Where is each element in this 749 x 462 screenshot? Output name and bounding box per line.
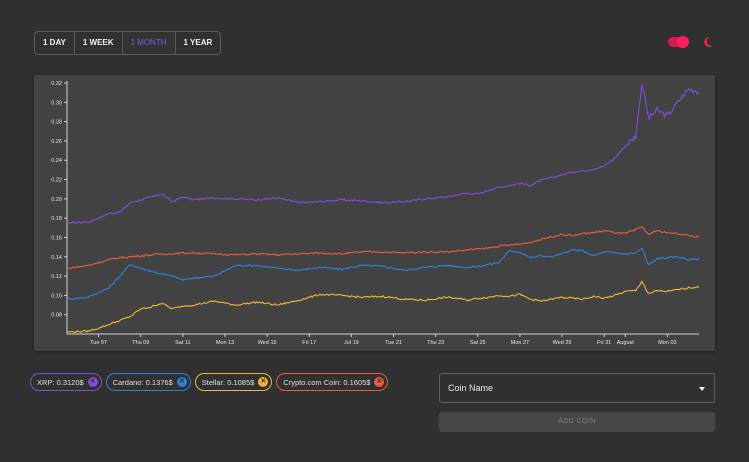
coin-chip-list: XRP: 0.3120$ ✕ Cardano: 0.1376$ ✕ Stella…: [30, 373, 392, 391]
series-line-crypto-com-coin: [66, 226, 700, 270]
coin-name-placeholder: Coin Name: [448, 383, 494, 393]
chart-panel: 0.32 0.30 0.28 0.26 0.24 0.22 0.20 0.18 0.16 0.14…: [34, 75, 715, 351]
coin-chip-label: Cardano: 0.1376$: [112, 377, 173, 387]
x-tick-label: Wed 29: [553, 340, 572, 346]
x-tick-label: Thu 09: [132, 340, 149, 346]
coin-chip-cardano: Cardano: 0.1376$ ✕: [105, 373, 191, 391]
x-tick-label: Tue 21: [385, 340, 402, 346]
range-1-week-button[interactable]: 1 WEEK: [75, 32, 123, 54]
x-tick-label: August: [617, 340, 635, 346]
remove-coin-icon[interactable]: ✕: [176, 377, 187, 387]
price-chart: 0.32 0.30 0.28 0.26 0.24 0.22 0.20 0.18 0.16 0.14…: [51, 81, 700, 346]
y-tick-label: 0.32: [51, 81, 62, 87]
remove-coin-icon[interactable]: ✕: [87, 377, 98, 387]
x-tick-label: Jul 19: [344, 340, 359, 346]
series-line-stellar: [66, 280, 700, 334]
x-tick-label: Mon 03: [658, 340, 676, 346]
coin-chip-stellar: Stellar: 0.1085$ ✕: [194, 373, 273, 391]
coin-chip-label: Stellar: 0.1085$: [201, 377, 255, 387]
coin-name-select[interactable]: Coin Name: [439, 373, 715, 403]
moon-icon[interactable]: [702, 36, 714, 48]
x-tick-label: Thu 23: [427, 340, 444, 346]
y-tick-label: 0.28: [51, 120, 62, 126]
y-tick-label: 0.22: [51, 178, 62, 184]
remove-coin-icon[interactable]: ✕: [258, 377, 269, 387]
x-tick-label: Mon 27: [511, 340, 529, 346]
y-tick-label: 0.14: [51, 255, 62, 261]
series-line-xrp: [66, 84, 700, 225]
y-tick-label: 0.10: [51, 293, 62, 299]
y-tick-label: 0.20: [51, 197, 62, 203]
dropdown-arrow-icon: [699, 387, 705, 391]
time-range-group: 1 DAY 1 WEEK 1 MONTH 1 YEAR: [34, 31, 222, 55]
x-tick-label: Wed 15: [258, 340, 277, 346]
y-tick-label: 0.08: [51, 313, 62, 319]
y-tick-label: 0.18: [51, 216, 62, 222]
y-tick-label: 0.30: [51, 100, 62, 106]
x-tick-label: Sat 11: [175, 340, 191, 346]
y-tick-label: 0.26: [51, 139, 62, 145]
coin-chip-label: Crypto.com Coin: 0.1605$: [283, 377, 371, 387]
x-tick-label: Fri 31: [597, 340, 611, 346]
coin-chip-crypto-com: Crypto.com Coin: 0.1605$ ✕: [276, 373, 389, 391]
x-tick-label: Tue 07: [90, 340, 107, 346]
remove-coin-icon[interactable]: ✕: [374, 377, 385, 387]
toggle-knob: [677, 36, 689, 48]
range-1-month-button[interactable]: 1 MONTH: [122, 32, 176, 54]
coin-chip-xrp: XRP: 0.3120$ ✕: [30, 373, 102, 391]
x-tick-label: Sat 25: [470, 340, 486, 346]
theme-toggle[interactable]: [668, 36, 689, 48]
x-tick-label: Mon 13: [216, 340, 234, 346]
y-tick-label: 0.12: [51, 274, 62, 280]
x-tick-label: Fri 17: [302, 340, 316, 346]
range-1-day-button[interactable]: 1 DAY: [35, 32, 75, 54]
range-1-year-button[interactable]: 1 YEAR: [183, 38, 213, 47]
series-line-cardano: [66, 247, 700, 301]
coin-chip-label: XRP: 0.3120$: [37, 377, 84, 387]
add-coin-button[interactable]: ADD COIN: [439, 412, 715, 432]
y-tick-label: 0.24: [51, 158, 62, 164]
y-tick-label: 0.16: [51, 235, 62, 241]
